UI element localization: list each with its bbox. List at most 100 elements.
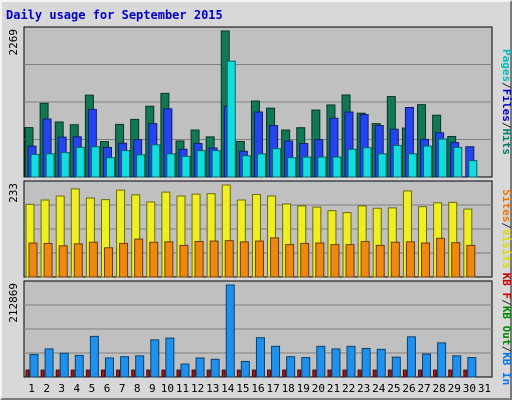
bar-pages (105, 157, 115, 178)
bar-kb-in (165, 337, 175, 378)
bar-pages (226, 60, 236, 178)
bar-sites (436, 237, 446, 278)
bar-sites (345, 244, 355, 278)
x-tick-label: 25 (387, 382, 400, 395)
x-tick-label: 9 (149, 382, 156, 395)
bar-sites (451, 242, 461, 278)
x-tick-label: 29 (448, 382, 461, 395)
bar-sites (164, 241, 174, 278)
bar-pages (438, 138, 448, 178)
bar-kb-in (406, 336, 416, 378)
bar-pages (45, 153, 55, 178)
x-tick-label: 3 (58, 382, 65, 395)
bar-pages (287, 157, 297, 178)
bar-sites (119, 242, 129, 278)
bar-kb-in (180, 363, 190, 378)
bar-kb-in (376, 348, 386, 378)
bar-pages (377, 153, 387, 178)
x-tick-label: 14 (221, 382, 235, 395)
bar-kb-f (282, 369, 287, 378)
x-tick-label: 10 (161, 382, 174, 395)
bar-kb-f (25, 369, 30, 378)
legend-entry: KB In (500, 352, 512, 385)
y-max-label-bottom: 212869 (7, 283, 20, 323)
bar-sites (179, 244, 189, 278)
bar-sites (103, 247, 113, 278)
bar-kb-in (195, 357, 205, 378)
bar-pages (407, 153, 417, 178)
bar-kb-f (463, 369, 468, 378)
bar-sites (360, 240, 370, 278)
x-tick-label: 6 (104, 382, 111, 395)
bar-sites (466, 244, 476, 278)
bar-kb-in (44, 348, 54, 378)
x-tick-label: 17 (266, 382, 279, 395)
bar-kb-f (55, 369, 60, 378)
x-tick-label: 4 (74, 382, 81, 395)
bar-kb-in (120, 356, 130, 378)
bar-kb-f (251, 369, 256, 378)
bar-pages (468, 160, 478, 178)
bar-pages (181, 155, 191, 178)
bar-sites (149, 241, 159, 278)
x-tick-label: 27 (417, 382, 430, 395)
legend-separator: / (500, 222, 512, 229)
legend-entry: Hits (500, 129, 512, 156)
x-tick-label: 11 (176, 382, 189, 395)
x-tick-label: 1 (28, 382, 35, 395)
bar-kb-f (433, 369, 438, 378)
legend-top: Pages/Files/Hits (500, 49, 512, 155)
bar-pages (392, 144, 402, 178)
x-tick-label: 8 (134, 382, 141, 395)
x-tick-label: 16 (251, 382, 264, 395)
legend-middle: Sites/Visits (500, 189, 512, 269)
bar-sites (194, 240, 204, 278)
bar-sites (73, 243, 83, 278)
y-max-label-middle: 233 (7, 183, 20, 203)
bar-pages (196, 150, 206, 178)
bar-kb-in (255, 337, 265, 378)
bar-kb-in (271, 345, 281, 378)
bar-kb-f (267, 369, 272, 378)
x-tick-label: 21 (327, 382, 340, 395)
bar-kb-in (225, 284, 235, 378)
bar-kb-f (146, 369, 151, 378)
x-tick-label: 20 (312, 382, 325, 395)
bar-kb-f (418, 369, 423, 378)
bar-pages (453, 146, 463, 178)
x-tick-label: 18 (282, 382, 295, 395)
bar-kb-f (70, 369, 75, 378)
x-tick-label: 22 (342, 382, 355, 395)
legend-separator: / (500, 346, 512, 353)
bar-pages (121, 150, 131, 178)
bar-kb-f (342, 369, 347, 378)
legend-entry: Pages (500, 49, 512, 82)
bar-kb-in (210, 358, 220, 378)
bar-sites (405, 241, 415, 278)
x-tick-label: 5 (89, 382, 96, 395)
bar-sites (421, 242, 431, 278)
bar-sites (315, 242, 325, 278)
bar-kb-in (74, 354, 84, 378)
bar-kb-in (452, 355, 462, 378)
bar-pages (151, 144, 161, 178)
bar-pages (211, 150, 221, 178)
bar-sites (224, 240, 234, 278)
bar-sites (375, 244, 385, 278)
chart-title: Daily usage for September 2015 (6, 8, 223, 22)
bar-sites (390, 241, 400, 278)
bar-kb-f (327, 369, 332, 378)
x-tick-label: 2 (43, 382, 50, 395)
bar-kb-in (150, 339, 160, 378)
bar-pages (362, 147, 372, 178)
bar-sites (254, 240, 264, 278)
x-tick-label: 19 (297, 382, 310, 395)
x-tick-label: 15 (236, 382, 249, 395)
x-tick-label: 26 (402, 382, 415, 395)
legend-entry: KB F (500, 273, 512, 300)
bar-sites (239, 241, 249, 278)
bar-sites (330, 244, 340, 278)
bar-pages (241, 155, 251, 178)
bar-kb-f (402, 369, 407, 378)
